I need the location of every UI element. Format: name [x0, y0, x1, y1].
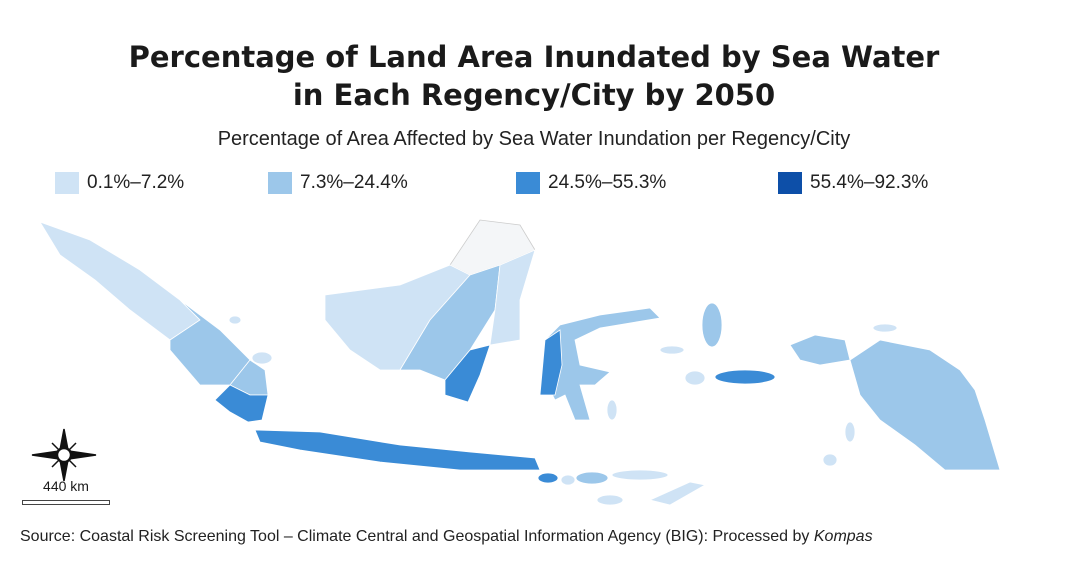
region-bali — [537, 472, 559, 484]
region-bangka — [251, 351, 273, 365]
legend-item: 24.5%–55.3% — [516, 172, 666, 194]
source-text: Source: Coastal Risk Screening Tool – Cl… — [20, 528, 814, 545]
legend-label: 0.1%–7.2% — [87, 172, 185, 193]
region-aru — [822, 453, 838, 467]
region-sumatra-north — [39, 221, 201, 341]
region-lombok — [560, 474, 576, 486]
region-sumatra-central — [169, 299, 251, 386]
region-java — [254, 429, 541, 471]
legend: 0.1%–7.2% 7.3%–24.4% 24.5%–55.3% 55.4%–9… — [0, 172, 1068, 196]
region-sulawesi — [544, 307, 661, 421]
region-biak — [872, 323, 898, 333]
indonesia-map — [31, 219, 1001, 506]
region-sulawesi-west — [539, 329, 563, 396]
legend-label: 55.4%–92.3% — [810, 172, 929, 193]
region-riau-islands — [228, 315, 242, 325]
legend-item: 7.3%–24.4% — [268, 172, 408, 194]
title-line-1: Percentage of Land Area Inundated by Sea… — [128, 40, 940, 74]
map-subtitle: Percentage of Area Affected by Sea Water… — [217, 128, 851, 150]
source-note: Source: Coastal Risk Screening Tool – Cl… — [20, 528, 873, 546]
region-sula — [659, 345, 685, 355]
compass-rose-icon — [31, 428, 97, 482]
legend-swatch — [55, 172, 79, 194]
map-title: Percentage of Land Area Inundated by Sea… — [0, 38, 1068, 114]
region-seram — [714, 369, 776, 385]
region-lampung — [214, 384, 269, 423]
region-buton — [606, 399, 618, 421]
region-tanimbar — [844, 421, 856, 443]
region-flores — [611, 469, 669, 481]
legend-item: 55.4%–92.3% — [778, 172, 928, 194]
region-buru — [684, 370, 706, 386]
scale-label: 440 km — [43, 478, 89, 494]
region-kalimantan-east — [489, 249, 536, 346]
legend-label: 7.3%–24.4% — [300, 172, 408, 193]
legend-swatch — [778, 172, 802, 194]
scale-bar — [22, 500, 110, 505]
region-papua — [849, 339, 1001, 471]
legend-swatch — [516, 172, 540, 194]
region-kalimantan-south — [444, 344, 491, 403]
region-sumba — [596, 494, 624, 506]
legend-swatch — [268, 172, 292, 194]
region-papua-bird — [789, 334, 851, 366]
legend-label: 24.5%–55.3% — [548, 172, 667, 193]
region-timor — [648, 481, 707, 506]
region-sumbawa — [575, 471, 609, 485]
legend-item: 0.1%–7.2% — [55, 172, 184, 194]
title-line-2: in Each Regency/City by 2050 — [292, 78, 776, 112]
region-halmahera — [701, 302, 723, 348]
source-publisher: Kompas — [813, 528, 873, 545]
